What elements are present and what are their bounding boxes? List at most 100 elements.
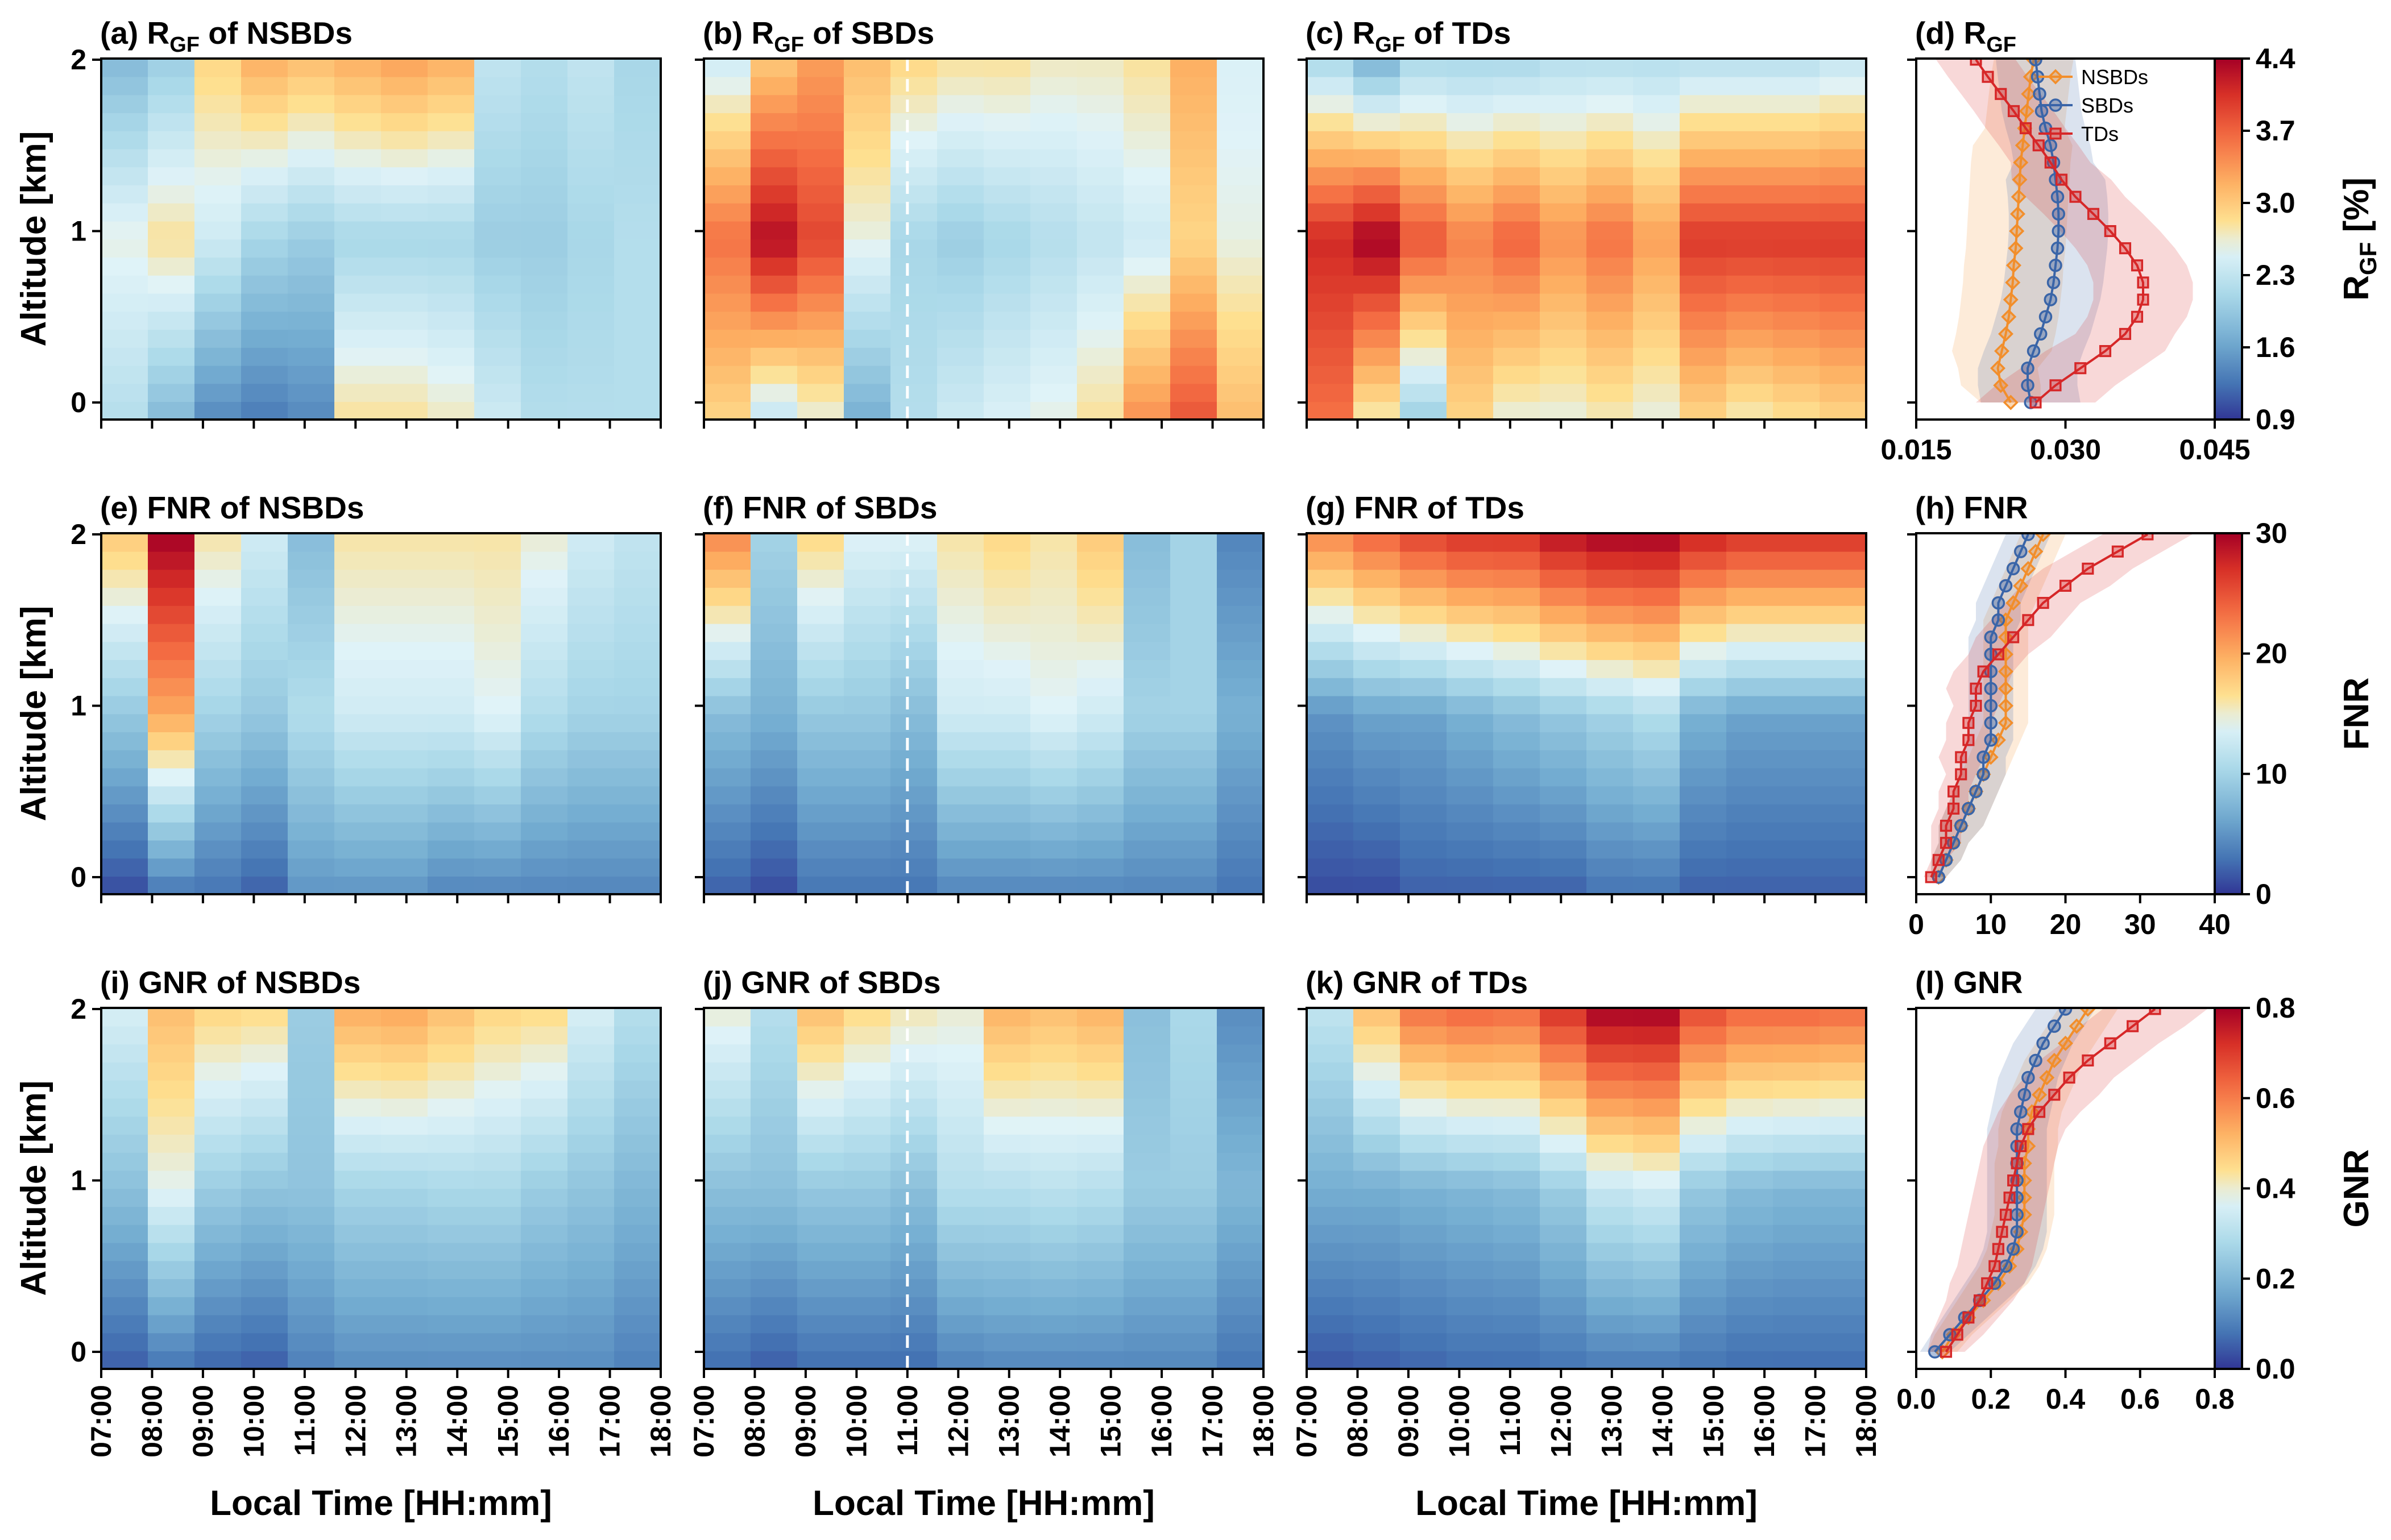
heatmap-j: 07:00 08:00 09:00 10:00 11:00 12:00 13:00 14:00… [688, 1007, 1279, 1458]
heatmap-cell [1493, 1170, 1540, 1189]
heatmap-cell [1820, 641, 1867, 661]
heatmap-cell [334, 311, 382, 330]
heatmap-cell [381, 713, 428, 733]
heatmap-cell [751, 1116, 798, 1135]
heatmap-cell [890, 623, 938, 642]
heatmap-cell [567, 1026, 615, 1045]
heatmap-cell [1400, 1170, 1447, 1189]
heatmap-cell [194, 293, 242, 312]
heatmap-cell [1726, 587, 1773, 606]
colorbar-tick-label: 4.4 [2256, 43, 2295, 74]
heatmap-cell [937, 401, 984, 420]
heatmap-cell [1633, 76, 1680, 96]
heatmap-cell [1353, 401, 1400, 420]
heatmap-cell [521, 1152, 568, 1171]
heatmap-cell [751, 311, 798, 330]
heatmap-cell [1680, 275, 1727, 294]
colorbar-tick-label: 0.9 [2256, 404, 2295, 435]
heatmap-cell [704, 858, 751, 877]
heatmap-cell [101, 1026, 148, 1045]
heatmap-cell [474, 1242, 521, 1261]
heatmap-cell [1726, 1224, 1773, 1243]
heatmap-cell [1773, 1297, 1820, 1315]
heatmap-cell [1124, 623, 1171, 642]
heatmap-cell [1680, 1170, 1727, 1189]
heatmap-cell [1307, 641, 1354, 661]
point-tds [2044, 156, 2057, 169]
heatmap-cell [474, 401, 521, 420]
heatmap-cell [1077, 94, 1124, 114]
heatmap-cell [1170, 113, 1217, 131]
heatmap-cell [334, 1134, 382, 1153]
heatmap-cell [751, 203, 798, 222]
heatmap-cell [704, 185, 751, 204]
heatmap-cell [890, 293, 938, 312]
heatmap-cell [381, 1188, 428, 1207]
colorbar-tick-label: 0 [2256, 878, 2272, 910]
heatmap-cell [1680, 1008, 1727, 1027]
heatmap-cell [890, 587, 938, 606]
heatmap-cell [1773, 1008, 1820, 1027]
heatmap-cell [844, 623, 891, 642]
heatmap-cell [474, 1062, 521, 1081]
heatmap-cell [1447, 94, 1494, 114]
heatmap-cell [1077, 678, 1124, 696]
heatmap-cell [1447, 858, 1494, 877]
heatmap-cell [567, 533, 615, 552]
heatmap-cell [1400, 804, 1447, 823]
heatmap-cell [797, 713, 844, 733]
heatmap-cell [797, 605, 844, 624]
heatmap-cell [1353, 1080, 1400, 1099]
heatmap-cell [1077, 365, 1124, 384]
heatmap-cell [1633, 1297, 1680, 1315]
heatmap-cell [844, 732, 891, 750]
panel-title-l: (l) GNR [1915, 965, 2023, 1000]
heatmap-cell [1353, 275, 1400, 294]
heatmap-cell [567, 329, 615, 348]
heatmap-cell [1077, 822, 1124, 841]
heatmap-cell [521, 1351, 568, 1369]
heatmap-f [695, 532, 1265, 903]
heatmap-cell [334, 858, 382, 877]
heatmap-cell [474, 678, 521, 696]
point-sbds [2046, 276, 2061, 289]
heatmap-cell [1217, 858, 1264, 877]
heatmap-cell [1170, 94, 1217, 114]
heatmap-cell [1540, 1044, 1587, 1063]
heatmap-cell [567, 113, 615, 131]
heatmap-cell [1586, 641, 1634, 661]
heatmap-cell [1307, 1170, 1354, 1189]
heatmap-cell [1030, 1314, 1078, 1334]
heatmap-cell [937, 275, 984, 294]
point-nsbds [2024, 1104, 2040, 1120]
heatmap-cell [1773, 365, 1820, 384]
heatmap-cell [614, 1134, 661, 1153]
heatmap-cell [1400, 767, 1447, 787]
heatmap-cell [1217, 1044, 1264, 1063]
heatmap-cell [521, 275, 568, 294]
heatmap-cell [101, 365, 148, 384]
point-tds [2015, 1140, 2027, 1152]
heatmap-cell [984, 1044, 1031, 1063]
heatmap-cell [1307, 767, 1354, 787]
heatmap-cell [614, 858, 661, 877]
heatmap-cell [1353, 876, 1400, 895]
point-nsbds [2080, 1008, 2096, 1017]
heatmap-cell [1030, 1279, 1078, 1297]
heatmap-cell [1353, 1188, 1400, 1207]
heatmap-cell [1353, 569, 1400, 588]
heatmap-cell [334, 113, 382, 131]
heatmap-cell [1540, 659, 1587, 678]
heatmap-cell [567, 1279, 615, 1297]
heatmap-cell [1540, 401, 1587, 420]
heatmap-cell [474, 1297, 521, 1315]
heatmap-cell [984, 383, 1031, 402]
heatmap-cell [194, 401, 242, 420]
heatmap-cell [1307, 1116, 1354, 1135]
heatmap-cell [1353, 311, 1400, 330]
y-axis-label-2: Altitude [km] [14, 606, 53, 821]
point-sbds [1991, 613, 2005, 627]
heatmap-cell [1773, 1080, 1820, 1099]
heatmap-cell [1447, 239, 1494, 258]
heatmap-cell [704, 148, 751, 168]
